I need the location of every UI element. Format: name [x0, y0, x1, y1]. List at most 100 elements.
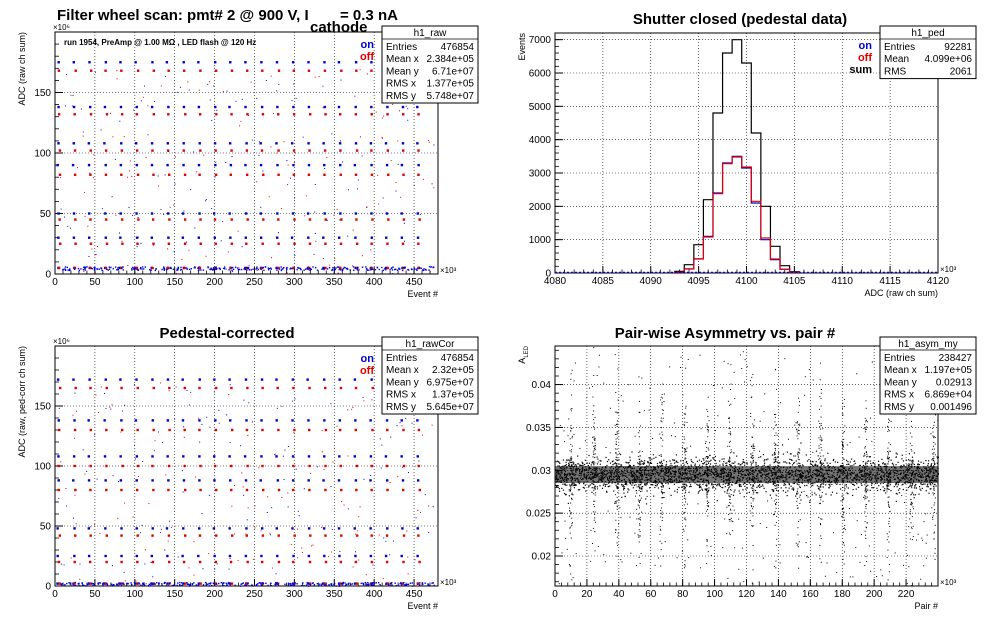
data-point — [241, 472, 243, 474]
data-point-on — [354, 212, 358, 215]
data-point — [725, 464, 727, 467]
data-point — [424, 268, 427, 271]
data-point — [314, 266, 317, 269]
data-point — [122, 266, 124, 268]
data-point — [142, 96, 144, 98]
data-point — [395, 182, 397, 184]
y-tick-label: 0.025 — [526, 509, 551, 520]
data-point-on — [135, 236, 139, 239]
data-point — [342, 583, 344, 585]
data-point — [397, 584, 400, 586]
data-point — [164, 174, 166, 176]
data-point-on — [197, 554, 200, 558]
data-point — [628, 461, 630, 464]
data-point — [96, 268, 98, 270]
data-point-off — [354, 173, 358, 176]
stats-value: 1.37e+05 — [432, 390, 474, 401]
data-point — [789, 462, 791, 465]
x-tick-label: 100 — [706, 589, 723, 600]
data-point — [759, 486, 761, 489]
data-point-off — [260, 266, 264, 270]
data-point — [82, 268, 85, 271]
spike-point — [571, 480, 573, 482]
data-point-on — [197, 582, 201, 585]
data-point — [882, 463, 884, 465]
data-point-off — [354, 113, 358, 116]
data-point-off — [340, 488, 343, 492]
data-point-off — [231, 428, 234, 432]
data-point — [375, 582, 378, 584]
data-point — [672, 459, 674, 461]
data-point — [259, 582, 261, 584]
data-point — [788, 483, 790, 485]
data-point — [242, 486, 244, 488]
data-point — [198, 417, 200, 419]
data-point — [93, 154, 95, 156]
data-point — [565, 464, 568, 466]
data-point — [274, 582, 277, 584]
data-point — [382, 578, 384, 580]
data-point — [558, 461, 560, 463]
data-point — [352, 406, 354, 408]
data-point — [616, 486, 619, 488]
data-point — [352, 266, 355, 268]
spike-point — [594, 442, 596, 444]
data-point-off — [230, 464, 233, 468]
x-tick-label: 4095 — [688, 276, 711, 287]
data-point — [357, 179, 359, 181]
data-point-off — [355, 218, 358, 221]
legend-entry-off: off — [360, 365, 374, 377]
data-point — [258, 154, 260, 156]
data-point — [101, 208, 103, 210]
data-point — [656, 485, 658, 487]
data-point — [133, 581, 136, 584]
data-point — [143, 584, 146, 586]
data-point-off — [230, 488, 233, 492]
data-point — [99, 582, 102, 584]
data-point — [229, 585, 231, 587]
data-point — [136, 246, 138, 248]
data-point — [93, 267, 95, 269]
data-point-on — [166, 582, 170, 585]
data-point-on — [57, 212, 60, 215]
data-point — [345, 583, 348, 586]
y-tick-label: 1000 — [529, 235, 552, 246]
data-point-on — [104, 163, 107, 167]
data-point — [398, 267, 400, 269]
data-point — [656, 484, 658, 486]
data-point — [918, 464, 921, 466]
data-point-off — [198, 560, 202, 564]
data-point — [291, 267, 293, 270]
data-point-on — [354, 266, 357, 270]
data-point — [297, 510, 299, 512]
data-point-off — [261, 488, 265, 492]
data-point — [650, 483, 652, 486]
data-point — [625, 461, 627, 463]
data-point — [86, 583, 89, 586]
data-point-on — [323, 212, 326, 215]
data-point — [58, 497, 60, 499]
data-point — [287, 492, 289, 494]
data-point — [805, 454, 807, 456]
data-point-off — [370, 242, 373, 245]
data-point-off — [74, 488, 77, 492]
data-point — [371, 268, 373, 271]
data-point — [81, 582, 83, 584]
data-point-on — [260, 527, 264, 530]
data-point — [777, 464, 779, 467]
data-point — [260, 268, 262, 271]
data-point — [357, 188, 359, 190]
data-point — [719, 483, 721, 485]
data-point — [234, 266, 237, 268]
data-point — [927, 464, 929, 467]
data-point — [665, 465, 667, 467]
data-point — [617, 483, 619, 485]
data-point — [311, 545, 313, 547]
data-point — [623, 487, 625, 489]
data-point — [366, 583, 369, 586]
data-point-on — [384, 554, 388, 558]
data-point — [128, 206, 130, 208]
data-point — [670, 494, 672, 496]
data-point — [160, 209, 162, 211]
data-point — [886, 485, 888, 487]
